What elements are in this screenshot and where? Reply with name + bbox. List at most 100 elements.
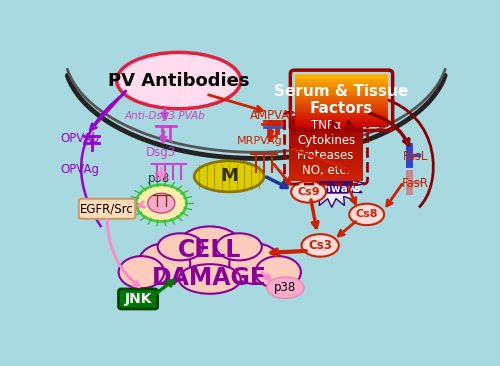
- FancyBboxPatch shape: [295, 94, 388, 95]
- FancyBboxPatch shape: [289, 145, 363, 146]
- FancyBboxPatch shape: [289, 127, 363, 129]
- Text: Cs3: Cs3: [308, 239, 332, 252]
- Ellipse shape: [138, 243, 190, 284]
- FancyBboxPatch shape: [289, 122, 363, 124]
- Ellipse shape: [216, 233, 262, 260]
- Circle shape: [148, 193, 175, 213]
- Text: EGFR/Src: EGFR/Src: [80, 202, 134, 215]
- Text: Dsg3: Dsg3: [146, 146, 176, 159]
- FancyBboxPatch shape: [295, 124, 388, 126]
- FancyBboxPatch shape: [289, 146, 363, 148]
- FancyBboxPatch shape: [289, 142, 363, 143]
- FancyBboxPatch shape: [289, 166, 363, 168]
- FancyBboxPatch shape: [295, 111, 388, 112]
- Text: FasR: FasR: [402, 177, 428, 190]
- FancyBboxPatch shape: [295, 86, 388, 87]
- Text: p38: p38: [274, 281, 296, 294]
- FancyBboxPatch shape: [295, 119, 388, 120]
- FancyBboxPatch shape: [289, 161, 363, 163]
- FancyBboxPatch shape: [289, 164, 363, 166]
- FancyBboxPatch shape: [289, 155, 363, 156]
- FancyBboxPatch shape: [295, 126, 388, 127]
- FancyBboxPatch shape: [295, 100, 388, 102]
- Ellipse shape: [117, 52, 241, 109]
- FancyBboxPatch shape: [295, 110, 388, 111]
- FancyBboxPatch shape: [295, 112, 388, 114]
- FancyBboxPatch shape: [289, 171, 363, 172]
- Text: Anti-Dsg3 PVAb: Anti-Dsg3 PVAb: [125, 111, 206, 121]
- FancyBboxPatch shape: [295, 116, 388, 118]
- FancyBboxPatch shape: [289, 152, 363, 153]
- FancyBboxPatch shape: [289, 153, 363, 155]
- Text: Cs9: Cs9: [297, 187, 320, 197]
- FancyBboxPatch shape: [295, 79, 388, 80]
- FancyBboxPatch shape: [295, 103, 388, 104]
- FancyBboxPatch shape: [289, 121, 363, 122]
- FancyBboxPatch shape: [289, 129, 363, 130]
- Text: Other
pathways: Other pathways: [304, 173, 360, 194]
- Text: p38: p38: [148, 172, 171, 185]
- Text: OPVAg: OPVAg: [60, 163, 100, 176]
- Text: CELL
DAMAGE: CELL DAMAGE: [152, 238, 267, 290]
- FancyBboxPatch shape: [295, 83, 388, 84]
- FancyBboxPatch shape: [295, 90, 388, 91]
- FancyBboxPatch shape: [295, 74, 388, 75]
- FancyBboxPatch shape: [289, 119, 363, 121]
- FancyBboxPatch shape: [310, 173, 353, 194]
- FancyBboxPatch shape: [118, 289, 158, 309]
- FancyBboxPatch shape: [289, 169, 363, 171]
- FancyBboxPatch shape: [289, 148, 363, 150]
- Ellipse shape: [230, 243, 281, 284]
- Ellipse shape: [118, 256, 164, 288]
- Text: Serum & Tissue
Factors: Serum & Tissue Factors: [274, 84, 408, 116]
- Ellipse shape: [349, 204, 384, 225]
- FancyBboxPatch shape: [295, 84, 388, 86]
- FancyBboxPatch shape: [289, 132, 363, 134]
- Text: MRPVAg: MRPVAg: [238, 136, 283, 146]
- FancyBboxPatch shape: [289, 138, 363, 140]
- FancyBboxPatch shape: [295, 78, 388, 79]
- FancyBboxPatch shape: [289, 137, 363, 138]
- Circle shape: [136, 185, 186, 221]
- Text: JNK: JNK: [124, 292, 152, 306]
- FancyBboxPatch shape: [79, 199, 136, 219]
- FancyBboxPatch shape: [295, 114, 388, 115]
- FancyBboxPatch shape: [289, 124, 363, 126]
- FancyBboxPatch shape: [295, 87, 388, 88]
- FancyBboxPatch shape: [295, 82, 388, 83]
- FancyBboxPatch shape: [289, 134, 363, 135]
- FancyBboxPatch shape: [295, 123, 388, 124]
- FancyBboxPatch shape: [289, 178, 363, 179]
- FancyBboxPatch shape: [295, 88, 388, 90]
- Text: M: M: [220, 167, 238, 185]
- FancyBboxPatch shape: [289, 135, 363, 137]
- FancyBboxPatch shape: [289, 116, 363, 117]
- FancyBboxPatch shape: [295, 108, 388, 110]
- FancyBboxPatch shape: [289, 179, 363, 180]
- FancyBboxPatch shape: [289, 156, 363, 158]
- FancyBboxPatch shape: [289, 160, 363, 161]
- FancyBboxPatch shape: [289, 176, 363, 178]
- Ellipse shape: [176, 227, 244, 273]
- FancyBboxPatch shape: [295, 102, 388, 103]
- Ellipse shape: [256, 256, 301, 288]
- FancyBboxPatch shape: [295, 120, 388, 122]
- Polygon shape: [299, 160, 364, 208]
- Text: AMPVAb: AMPVAb: [250, 109, 298, 122]
- FancyBboxPatch shape: [295, 76, 388, 78]
- Text: FasL: FasL: [402, 150, 428, 163]
- Text: OPVAb: OPVAb: [60, 132, 100, 145]
- FancyBboxPatch shape: [289, 150, 363, 152]
- FancyBboxPatch shape: [295, 122, 388, 123]
- FancyBboxPatch shape: [295, 104, 388, 106]
- FancyBboxPatch shape: [295, 98, 388, 99]
- FancyBboxPatch shape: [295, 99, 388, 100]
- Ellipse shape: [291, 181, 326, 203]
- FancyBboxPatch shape: [295, 75, 388, 76]
- FancyBboxPatch shape: [295, 106, 388, 107]
- Ellipse shape: [302, 234, 339, 257]
- FancyBboxPatch shape: [295, 80, 388, 82]
- FancyBboxPatch shape: [295, 96, 388, 98]
- FancyBboxPatch shape: [289, 130, 363, 132]
- FancyBboxPatch shape: [295, 92, 388, 94]
